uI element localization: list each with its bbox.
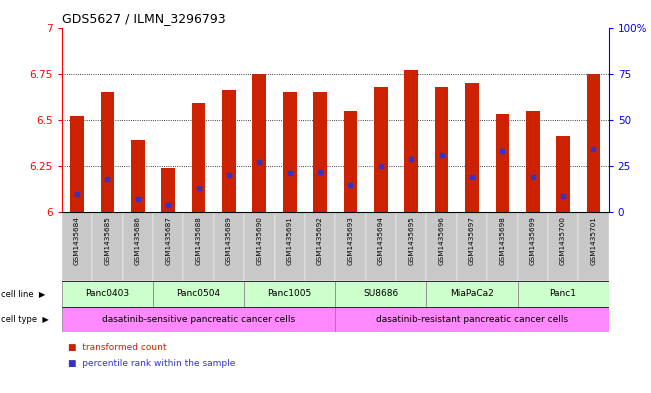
Text: GSM1435693: GSM1435693 <box>348 216 353 264</box>
Bar <box>335 307 609 332</box>
Bar <box>335 281 426 307</box>
Bar <box>518 212 548 281</box>
Bar <box>161 168 175 212</box>
Text: GSM1435696: GSM1435696 <box>439 216 445 264</box>
Bar <box>396 212 426 281</box>
Bar <box>305 212 335 281</box>
Bar <box>374 86 388 212</box>
Bar <box>587 73 600 212</box>
Text: GSM1435688: GSM1435688 <box>195 216 202 264</box>
Bar <box>131 140 145 212</box>
Bar <box>435 86 449 212</box>
Bar <box>548 212 578 281</box>
Text: cell type  ▶: cell type ▶ <box>1 315 49 324</box>
Bar <box>578 212 609 281</box>
Text: Panc0403: Panc0403 <box>85 289 130 298</box>
Bar <box>518 281 609 307</box>
Bar <box>92 212 122 281</box>
Text: GSM1435687: GSM1435687 <box>165 216 171 264</box>
Bar <box>366 212 396 281</box>
Bar <box>122 212 153 281</box>
Text: GSM1435695: GSM1435695 <box>408 216 414 264</box>
Text: GSM1435698: GSM1435698 <box>499 216 505 264</box>
Bar <box>457 212 487 281</box>
Bar <box>556 136 570 212</box>
Text: GSM1435684: GSM1435684 <box>74 216 80 264</box>
Bar <box>487 212 518 281</box>
Text: GDS5627 / ILMN_3296793: GDS5627 / ILMN_3296793 <box>62 12 225 25</box>
Bar <box>191 103 205 212</box>
Text: dasatinib-resistant pancreatic cancer cells: dasatinib-resistant pancreatic cancer ce… <box>376 315 568 324</box>
Bar <box>100 92 115 212</box>
Text: GSM1435700: GSM1435700 <box>560 216 566 264</box>
Bar <box>404 70 418 212</box>
Bar <box>495 114 509 212</box>
Text: dasatinib-sensitive pancreatic cancer cells: dasatinib-sensitive pancreatic cancer ce… <box>102 315 295 324</box>
Bar <box>313 92 327 212</box>
Text: GSM1435690: GSM1435690 <box>256 216 262 264</box>
Text: Panc0504: Panc0504 <box>176 289 221 298</box>
Bar <box>253 73 266 212</box>
Text: ■  transformed count: ■ transformed count <box>68 343 167 352</box>
Bar <box>222 90 236 212</box>
Text: ■  percentile rank within the sample: ■ percentile rank within the sample <box>68 359 236 368</box>
Bar <box>184 212 214 281</box>
Bar <box>344 110 357 212</box>
Bar <box>244 212 275 281</box>
Text: GSM1435689: GSM1435689 <box>226 216 232 264</box>
Text: GSM1435701: GSM1435701 <box>590 216 596 264</box>
Text: GSM1435694: GSM1435694 <box>378 216 384 264</box>
Bar <box>70 116 84 212</box>
Bar <box>153 281 244 307</box>
Bar <box>465 83 478 212</box>
Text: cell line  ▶: cell line ▶ <box>1 289 46 298</box>
Bar <box>153 212 184 281</box>
Bar <box>244 281 335 307</box>
Text: GSM1435686: GSM1435686 <box>135 216 141 264</box>
Bar <box>283 92 297 212</box>
Bar <box>62 307 335 332</box>
Text: Panc1: Panc1 <box>549 289 577 298</box>
Text: GSM1435685: GSM1435685 <box>104 216 111 264</box>
Bar <box>335 212 366 281</box>
Bar <box>426 212 457 281</box>
Text: GSM1435691: GSM1435691 <box>286 216 293 264</box>
Text: GSM1435697: GSM1435697 <box>469 216 475 264</box>
Bar <box>214 212 244 281</box>
Bar <box>62 212 92 281</box>
Text: GSM1435699: GSM1435699 <box>530 216 536 264</box>
Text: Panc1005: Panc1005 <box>268 289 312 298</box>
Bar <box>526 110 540 212</box>
Text: GSM1435692: GSM1435692 <box>317 216 323 264</box>
Text: SU8686: SU8686 <box>363 289 398 298</box>
Bar <box>275 212 305 281</box>
Text: MiaPaCa2: MiaPaCa2 <box>450 289 494 298</box>
Bar <box>62 281 153 307</box>
Bar <box>426 281 518 307</box>
